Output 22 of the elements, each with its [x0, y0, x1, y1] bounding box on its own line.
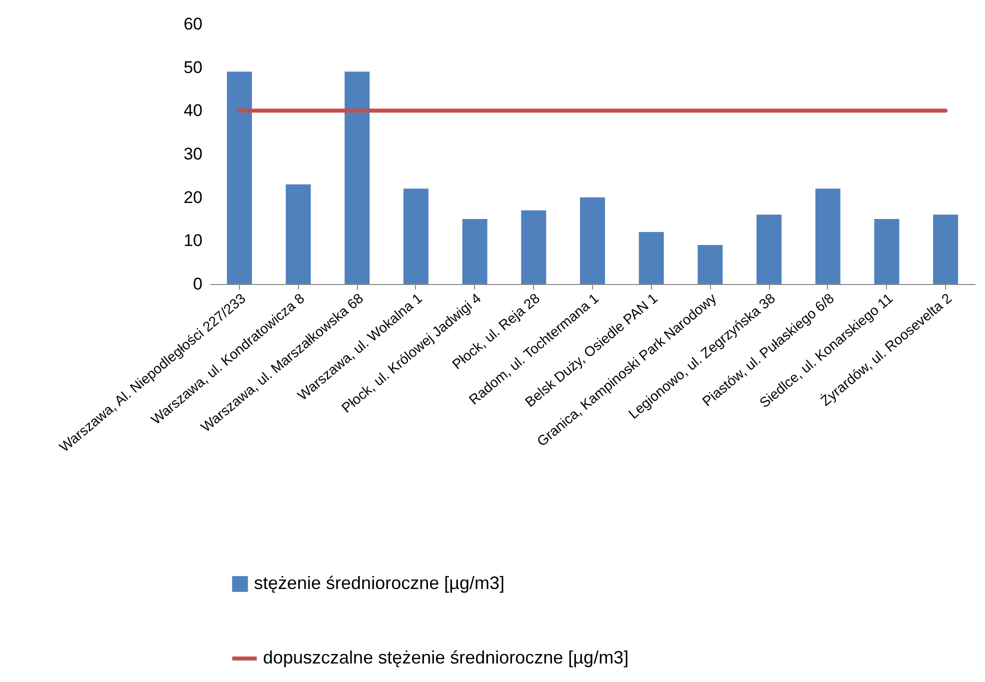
y-tick-label: 0: [193, 274, 202, 294]
y-tick-label: 10: [184, 231, 202, 250]
bar: [580, 197, 605, 284]
y-tick-label: 20: [184, 188, 202, 207]
y-tick-label: 30: [184, 144, 202, 164]
legend-label: dopuszczalne stężenie średnioroczne [µg/m3]: [263, 648, 629, 668]
bar: [638, 232, 664, 284]
bar: [344, 72, 370, 284]
bar: [815, 188, 840, 284]
bar: [286, 184, 311, 284]
bar: [933, 214, 958, 284]
y-tick-label: 50: [184, 58, 202, 77]
y-tick-label: 60: [184, 14, 202, 34]
bar: [874, 219, 900, 284]
bar: [226, 72, 252, 284]
bar: [521, 210, 546, 284]
legend-label: stężenie średnioroczne [µg/m3]: [254, 573, 504, 593]
y-tick-label: 40: [184, 101, 202, 120]
bar: [462, 219, 488, 284]
bar: [756, 214, 782, 284]
bar: [698, 245, 723, 284]
bar: [403, 188, 428, 284]
